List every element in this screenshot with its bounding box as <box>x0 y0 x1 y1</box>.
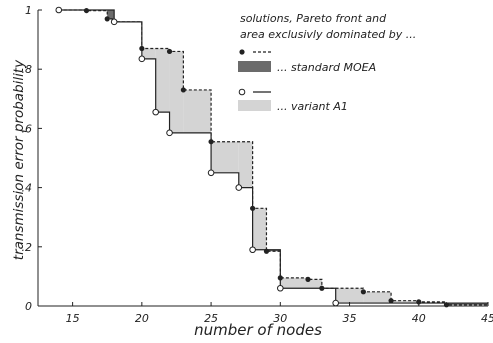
variant-area-14 <box>391 300 419 304</box>
standard-point-6 <box>180 87 186 93</box>
legend-variant-label: ... variant A1 <box>277 100 348 113</box>
variant-area-6 <box>211 141 239 173</box>
legend-standard-swatch <box>238 61 271 72</box>
variant-area-12 <box>335 288 364 304</box>
variant-area-4 <box>169 51 184 133</box>
x-axis-label: number of nodes <box>194 321 322 339</box>
legend-title-line1: solutions, Pareto front and <box>240 12 387 25</box>
standard-point-9 <box>263 248 270 254</box>
variant-area-7 <box>238 141 253 188</box>
x-tick-label-5: 40 <box>412 312 426 325</box>
variant-point-2 <box>138 55 146 63</box>
variant-area-11 <box>308 279 322 289</box>
standard-point-11 <box>305 276 311 282</box>
variant-point-4 <box>166 129 173 137</box>
solution-markers <box>55 6 450 308</box>
y-tick-label-2: .4 <box>22 182 33 195</box>
legend: solutions, Pareto front and area exclusiv… <box>238 12 416 113</box>
standard-point-13 <box>360 289 366 295</box>
axes: 15 20 25 30 35 40 45 0 .2 .4 .6 .8 1 <box>22 4 493 325</box>
standard-point-16 <box>443 302 450 308</box>
standard-point-2 <box>104 16 110 22</box>
standard-point-14 <box>388 298 394 304</box>
variant-point-7 <box>249 246 256 254</box>
y-tick-label-1: .2 <box>22 241 33 254</box>
x-tick-label-1: 20 <box>135 312 149 325</box>
standard-point-8 <box>250 205 256 211</box>
legend-standard-label: ... standard MOEA <box>277 61 376 74</box>
variant-area-8 <box>252 208 267 250</box>
standard-area-1 <box>107 10 115 19</box>
variant-a1-front <box>58 9 488 304</box>
standard-point-12 <box>319 285 325 291</box>
standard-point-5 <box>166 48 173 55</box>
x-tick-label-3: 30 <box>273 312 287 325</box>
y-tick-label-4: .8 <box>22 63 33 76</box>
x-tick-label-4: 35 <box>343 312 357 325</box>
standard-moea-front <box>58 9 488 306</box>
variant-area-10 <box>280 277 308 289</box>
variant-point-9 <box>332 299 339 307</box>
variant-area-3 <box>155 48 170 113</box>
standard-point-10 <box>277 275 283 281</box>
y-axis-label: transmission error probability <box>11 59 27 260</box>
variant-point-3 <box>152 108 159 116</box>
variant-point-6 <box>235 184 243 191</box>
y-tick-label-5: 1 <box>25 4 32 17</box>
x-tick-label-6: 45 <box>481 312 493 325</box>
y-tick-label-3: .6 <box>22 122 33 135</box>
legend-variant-swatch <box>238 100 271 111</box>
x-tick-label-2: 25 <box>204 312 218 325</box>
standard-area-16 <box>446 303 488 305</box>
variant-point-5 <box>207 169 215 177</box>
variant-point-1 <box>110 18 118 26</box>
legend-standard-marker <box>239 49 245 55</box>
standard-area-9 <box>266 249 281 252</box>
variant-point-8 <box>277 284 284 292</box>
variant-area-5 <box>183 89 212 133</box>
standard-point-4 <box>139 45 145 52</box>
legend-variant-marker <box>238 88 246 96</box>
y-tick-label-0: 0 <box>25 300 32 313</box>
pareto-lines <box>58 9 488 306</box>
legend-title-line2: area exclusivly dominated by ... <box>240 28 416 41</box>
variant-point-0 <box>55 6 63 14</box>
standard-point-1 <box>83 7 90 14</box>
variant-area-13 <box>363 291 392 304</box>
standard-point-7 <box>208 139 214 145</box>
x-tick-label-0: 15 <box>66 312 80 325</box>
standard-point-15 <box>416 299 422 305</box>
dominated-areas <box>86 10 488 305</box>
variant-area-2 <box>141 48 156 59</box>
